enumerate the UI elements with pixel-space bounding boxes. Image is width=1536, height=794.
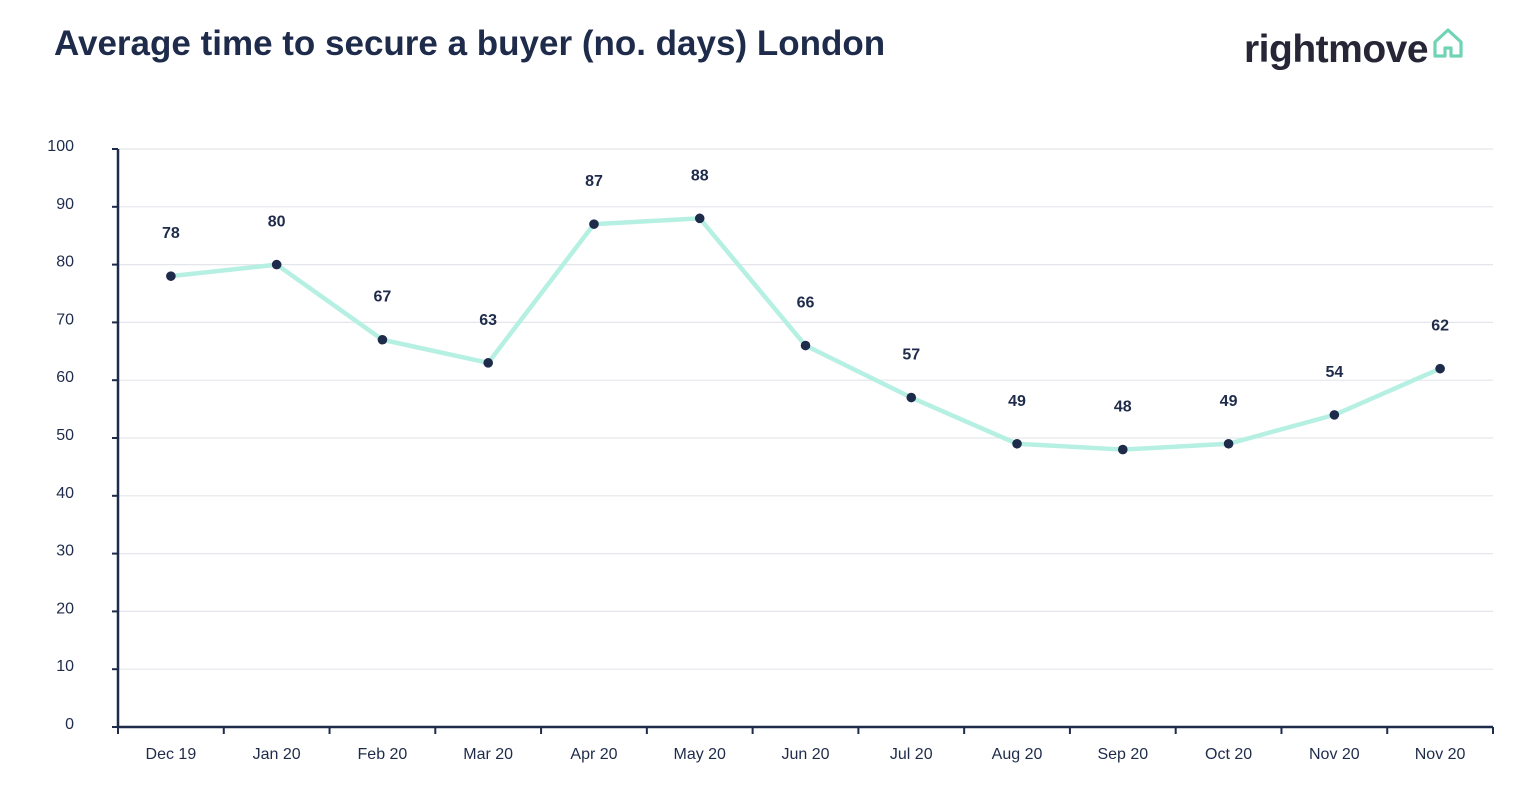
data-point	[800, 340, 811, 351]
data-label: 54	[1325, 364, 1343, 381]
x-tick-label: May 20	[673, 746, 726, 763]
chart-title: Average time to secure a buyer (no. days…	[54, 24, 886, 63]
x-tick-label: Aug 20	[992, 746, 1043, 763]
x-tick-label: Feb 20	[358, 746, 408, 763]
data-point	[906, 392, 917, 403]
data-point	[483, 358, 493, 368]
data-point	[1435, 363, 1445, 374]
x-tick-label: Dec 19	[146, 746, 197, 763]
data-label: 63	[479, 312, 497, 329]
series-line-path	[168, 216, 1443, 452]
x-tick-label: Oct 20	[1205, 746, 1252, 763]
data-point	[694, 213, 705, 224]
data-points	[166, 213, 1445, 455]
y-tick-label: 30	[56, 543, 74, 560]
data-point	[1223, 438, 1234, 449]
y-tick-label: 40	[56, 485, 74, 502]
series-line	[168, 216, 1443, 452]
data-label: 49	[1220, 393, 1238, 410]
data-point	[1118, 444, 1128, 455]
x-tick-label: Jun 20	[781, 746, 829, 763]
data-point	[589, 219, 599, 229]
x-axis: Dec 19 Jan 20 Feb 20 Mar 20 Apr 20 May 20 Jun …	[117, 725, 1494, 763]
grid-lines	[118, 148, 1493, 670]
x-tick-label: Nov 20	[1415, 746, 1466, 763]
logo-text: rightmove	[1244, 28, 1429, 71]
data-point	[166, 271, 176, 281]
x-tick-label: Apr 20	[570, 746, 617, 763]
data-point	[377, 334, 388, 345]
data-label: 48	[1114, 399, 1132, 416]
data-label: 88	[691, 167, 709, 184]
y-tick-label: 10	[56, 658, 74, 675]
y-tick-label: 20	[56, 600, 74, 617]
x-tick-label: Mar 20	[463, 746, 513, 763]
data-labels: 78 80 67 63 87 88 66 57 49 48 49 54 62	[162, 167, 1449, 415]
x-tick-label: Nov 20	[1309, 746, 1360, 763]
y-tick-label: 100	[47, 138, 74, 155]
y-tick-label: 50	[56, 427, 74, 444]
data-label: 49	[1008, 393, 1026, 410]
x-tick-label: Sep 20	[1097, 746, 1148, 763]
data-label: 78	[162, 225, 180, 242]
data-point	[1012, 438, 1022, 449]
data-label: 80	[268, 214, 286, 231]
data-label: 57	[902, 347, 920, 364]
y-tick-label: 70	[56, 311, 74, 328]
y-tick-label: 90	[56, 196, 74, 213]
rightmove-logo: rightmove	[1244, 24, 1465, 76]
y-tick-label: 60	[56, 369, 74, 386]
data-label: 67	[374, 289, 392, 306]
data-label: 66	[797, 295, 815, 312]
house-outline-icon	[1433, 28, 1463, 58]
data-point	[1329, 410, 1340, 420]
data-label: 62	[1431, 318, 1449, 335]
y-axis: 0 10 20 30 40 50 60 70 80 90 100	[47, 138, 120, 733]
y-tick-label: 80	[56, 254, 74, 271]
y-tick-label: 0	[65, 716, 74, 733]
data-point	[271, 259, 282, 270]
data-label: 87	[585, 173, 603, 190]
x-tick-label: Jul 20	[890, 746, 933, 763]
x-tick-label: Jan 20	[253, 746, 301, 763]
